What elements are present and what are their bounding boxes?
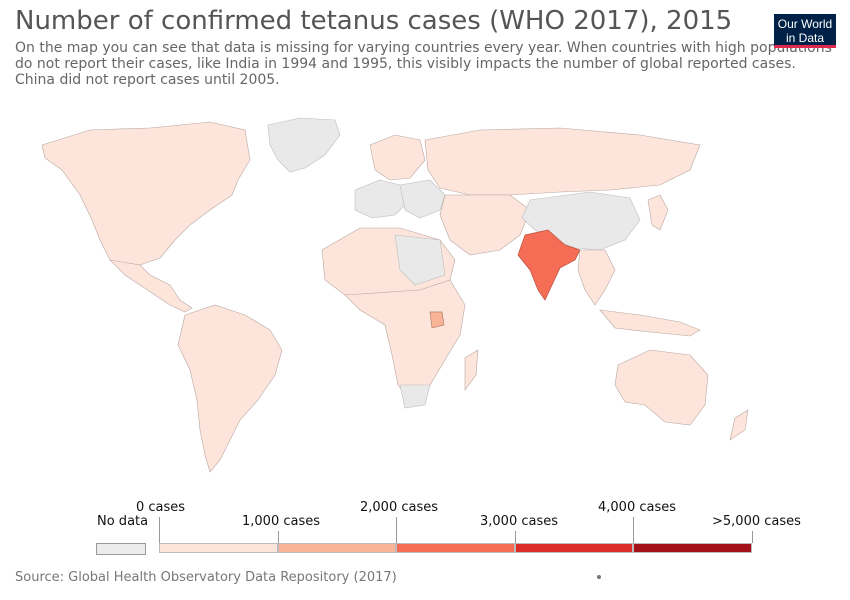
indonesia[interactable]: [599, 309, 701, 337]
footer-dot: [597, 575, 601, 579]
legend-swatch-4000-5000[interactable]: [633, 543, 752, 553]
legend-tick-3000: [515, 531, 516, 543]
legend-swatch-2000-3000[interactable]: [396, 543, 515, 553]
new-zealand[interactable]: [729, 409, 749, 441]
legend-tick-1000: [278, 531, 279, 543]
greenland[interactable]: [267, 117, 341, 173]
owid-logo[interactable]: Our World in Data: [774, 14, 836, 48]
europe-west[interactable]: [354, 179, 411, 219]
legend-tick-0: [159, 517, 160, 543]
russia[interactable]: [424, 127, 701, 196]
africa-sahara[interactable]: [394, 234, 446, 286]
legend-label-0: 0 cases: [136, 500, 186, 515]
logo-accent-bar: [774, 45, 836, 48]
legend-label-3000: 3,000 cases: [480, 514, 559, 529]
legend-tick-4000: [633, 517, 634, 543]
legend-swatch-1000-2000[interactable]: [278, 543, 396, 553]
legend-label-5000: >5,000 cases: [712, 514, 801, 529]
chart-subtitle: On the map you can see that data is miss…: [15, 40, 832, 88]
europe-north[interactable]: [369, 134, 426, 181]
madagascar[interactable]: [464, 349, 479, 391]
australia[interactable]: [614, 349, 709, 426]
legend-label-1000: 1,000 cases: [242, 514, 321, 529]
mexico-central-america[interactable]: [109, 259, 193, 313]
source-note: Source: Global Health Observatory Data R…: [15, 570, 397, 585]
legend-label-2000: 2,000 cases: [360, 500, 439, 515]
central-asia[interactable]: [439, 194, 531, 256]
logo-line-2: in Data: [785, 31, 825, 45]
southeast-asia[interactable]: [577, 249, 616, 306]
japan[interactable]: [647, 194, 669, 231]
chart-title: Number of confirmed tetanus cases (WHO 2…: [15, 6, 733, 36]
legend-label-no-data: No data: [97, 514, 149, 529]
uganda[interactable]: [429, 311, 445, 329]
legend-tick-5000: [752, 531, 753, 543]
europe-central[interactable]: [399, 179, 446, 219]
legend-label-4000: 4,000 cases: [598, 500, 677, 515]
legend-tick-2000: [396, 517, 397, 543]
africa-central-south[interactable]: [344, 279, 466, 401]
legend-swatch-3000-4000[interactable]: [515, 543, 633, 553]
north-america[interactable]: [41, 121, 251, 271]
logo-line-1: Our World: [777, 17, 833, 31]
world-map: [0, 100, 850, 500]
south-africa[interactable]: [399, 384, 431, 409]
south-america[interactable]: [177, 304, 283, 473]
india[interactable]: [517, 229, 581, 301]
legend-swatch-0-1000[interactable]: [159, 543, 278, 553]
legend-no-data-swatch[interactable]: [96, 543, 146, 555]
